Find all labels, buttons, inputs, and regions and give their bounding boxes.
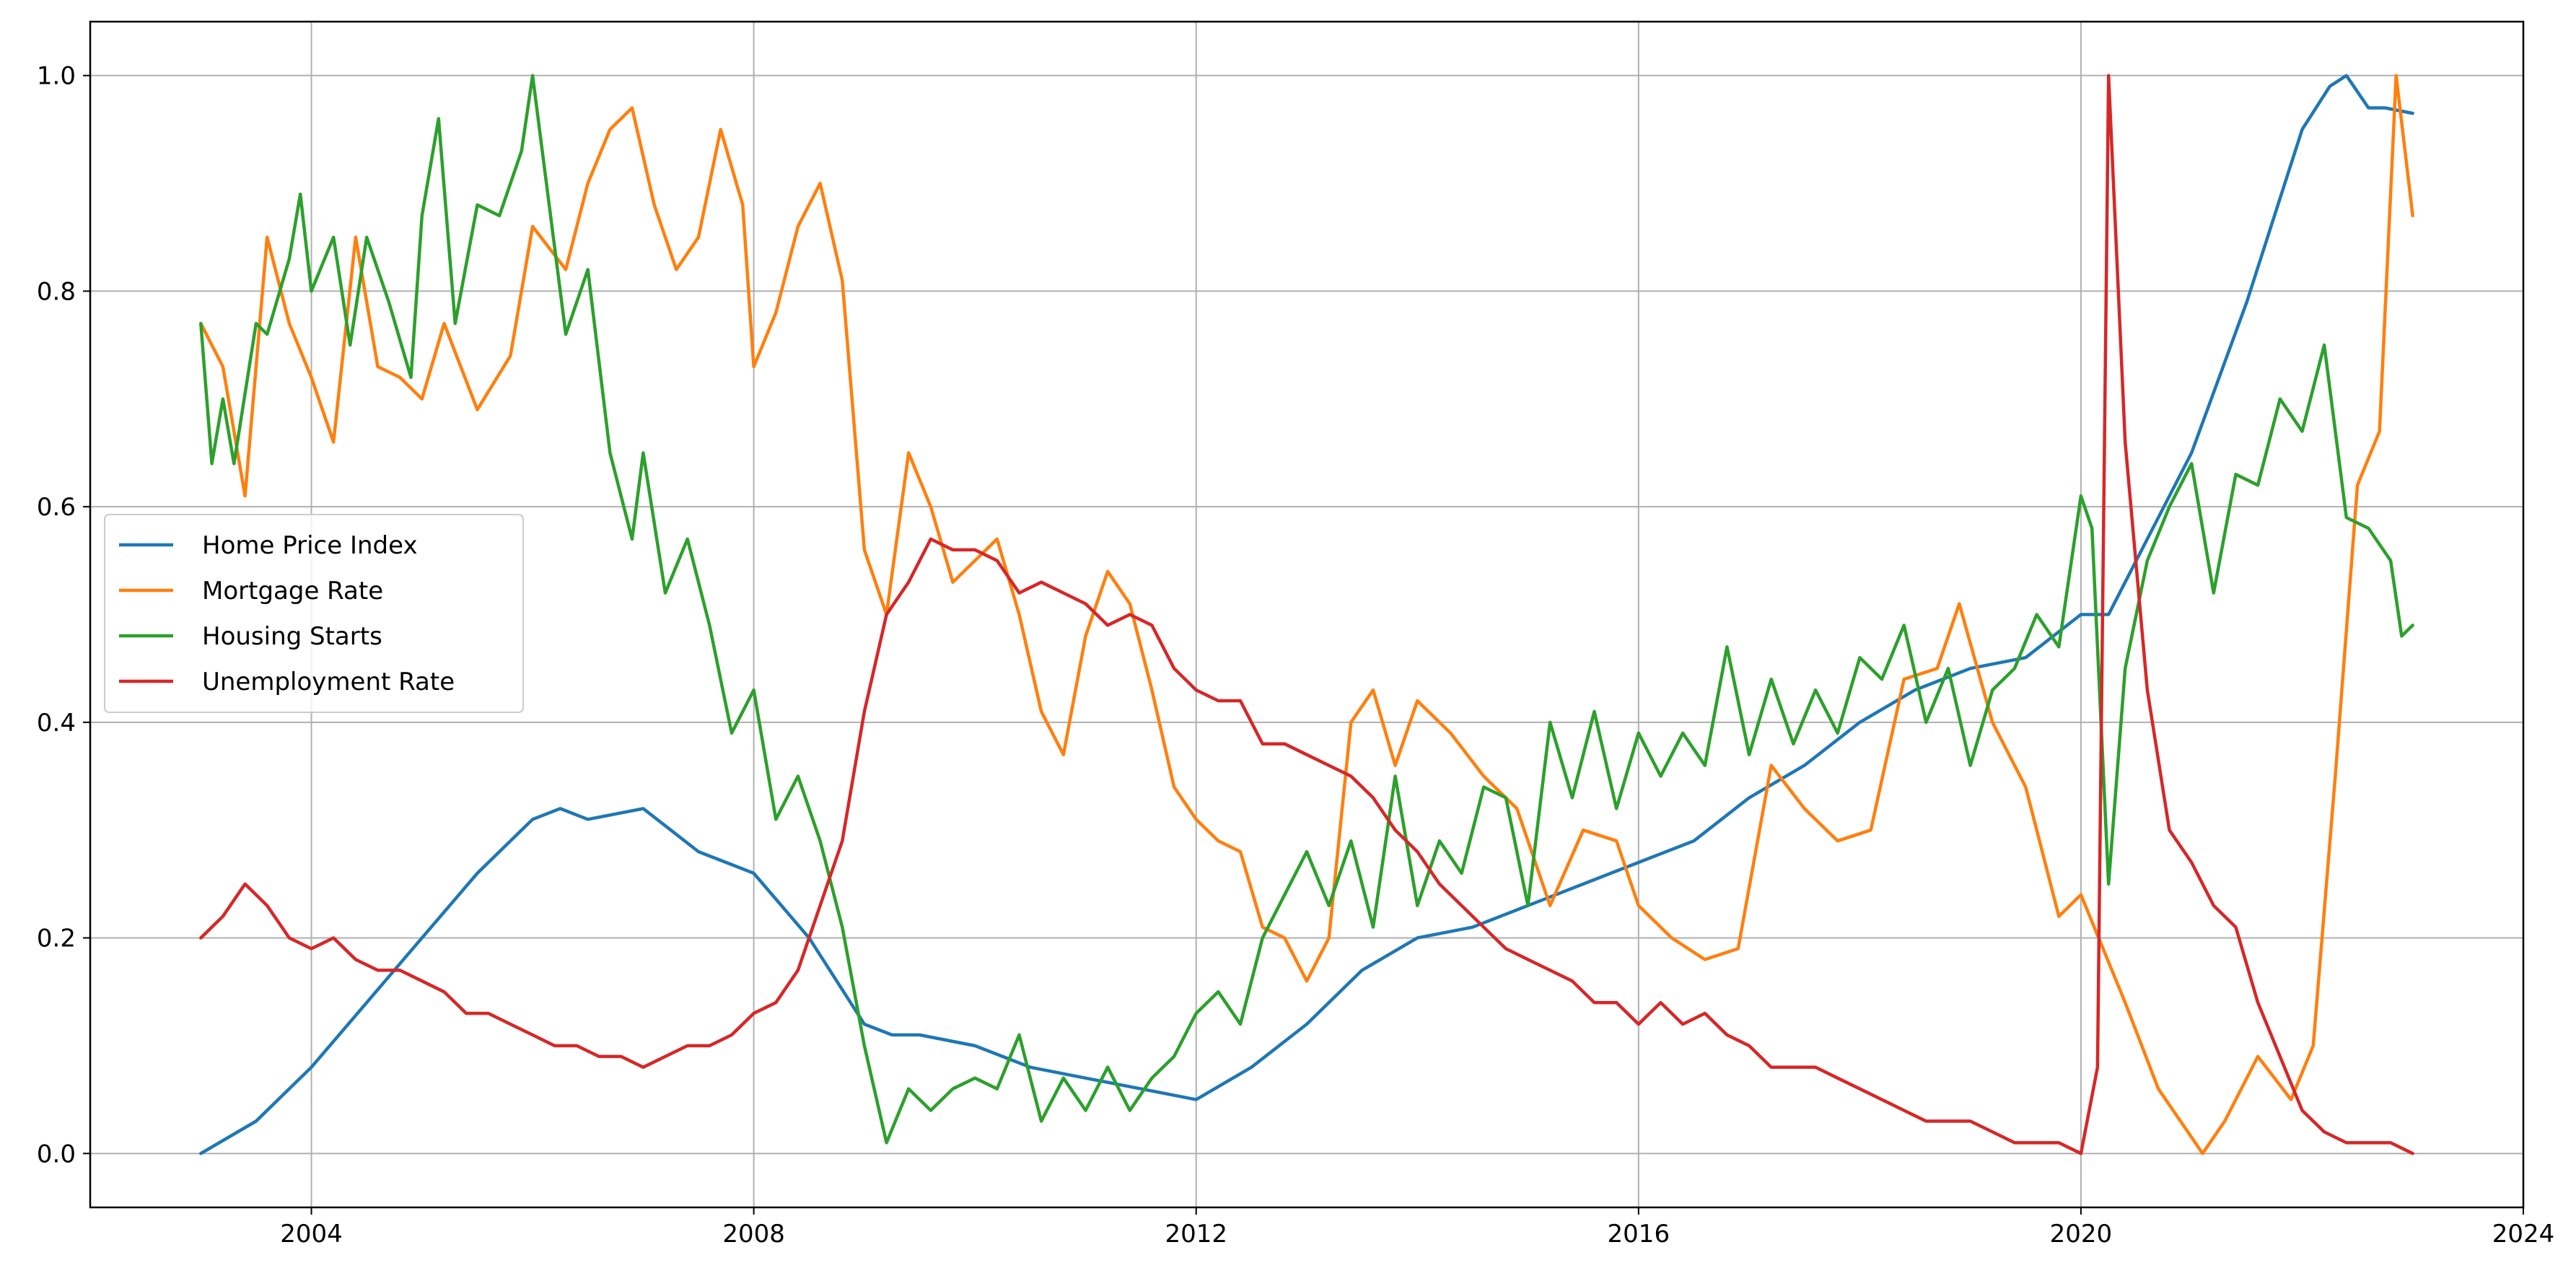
legend-box bbox=[104, 514, 524, 713]
x-axis-ticks: 2004 2008 2012 2016 2020 2024 bbox=[280, 1207, 2554, 1249]
legend-label-home-price-index: Home Price Index bbox=[202, 531, 418, 560]
series-line-unemployment-rate bbox=[199, 74, 2414, 1155]
x-tick-label: 2008 bbox=[722, 1220, 785, 1249]
y-tick-label: 0.2 bbox=[37, 924, 76, 953]
series-line-housing-starts bbox=[199, 74, 2414, 1145]
x-tick-label: 2012 bbox=[1165, 1220, 1227, 1249]
legend-label-unemployment-rate: Unemployment Rate bbox=[202, 668, 455, 696]
x-tick-label: 2004 bbox=[280, 1220, 343, 1249]
legend: Home Price Index Mortgage Rate Housing Sta… bbox=[104, 514, 524, 713]
series-lines bbox=[199, 74, 2414, 1155]
series-line-mortgage-rate bbox=[199, 74, 2414, 1155]
legend-label-housing-starts: Housing Starts bbox=[202, 622, 382, 651]
y-axis-ticks: 0.0 0.2 0.4 0.6 0.8 1.0 bbox=[37, 62, 90, 1168]
y-tick-label: 0.6 bbox=[37, 493, 76, 522]
plot-frame bbox=[89, 20, 2525, 1209]
legend-label-mortgage-rate: Mortgage Rate bbox=[202, 577, 383, 605]
x-tick-label: 2024 bbox=[2492, 1220, 2555, 1249]
y-tick-label: 1.0 bbox=[37, 62, 76, 91]
series-line-home-price-index bbox=[199, 74, 2414, 1155]
x-tick-label: 2016 bbox=[1608, 1220, 1670, 1249]
y-tick-label: 0.0 bbox=[37, 1140, 76, 1168]
x-tick-label: 2020 bbox=[2050, 1220, 2113, 1249]
y-tick-label: 0.8 bbox=[37, 277, 76, 306]
y-tick-label: 0.4 bbox=[37, 709, 76, 738]
